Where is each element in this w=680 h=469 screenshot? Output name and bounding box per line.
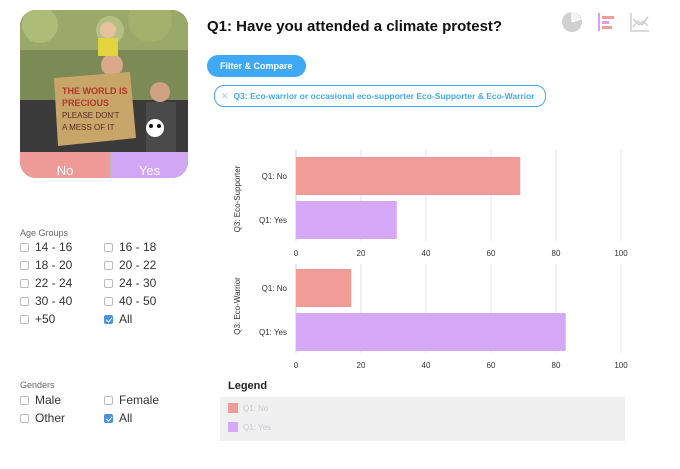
age-group-option-label: 22 - 24: [35, 276, 73, 290]
bar-chart-icon[interactable]: [596, 11, 618, 33]
svg-text:PLEASE DON'T: PLEASE DON'T: [62, 111, 120, 120]
x-tick-label: 20: [357, 361, 366, 370]
y-axis-label: Q3: Eco-Warrior: [233, 277, 242, 335]
genders-heading: Genders: [20, 380, 55, 390]
age-group-option-label: 30 - 40: [35, 294, 73, 308]
legend-label-no: Q1: No: [243, 403, 269, 413]
checkbox[interactable]: [20, 395, 29, 405]
category-label: Q1: No: [262, 284, 288, 293]
age-group-option[interactable]: All: [104, 312, 132, 326]
age-group-option[interactable]: 22 - 24: [20, 276, 72, 290]
checkbox[interactable]: [104, 260, 113, 270]
checkbox[interactable]: [104, 413, 113, 423]
bar: [296, 157, 521, 195]
question-photo-card: THE WORLD IS PRECIOUS PLEASE DON'T A MES…: [20, 10, 188, 178]
category-label: Q1: Yes: [259, 328, 287, 337]
answer-no-button[interactable]: No: [20, 152, 110, 178]
age-group-option[interactable]: +50: [20, 312, 55, 326]
checkbox[interactable]: [20, 260, 29, 270]
bar: [296, 313, 566, 351]
x-tick-label: 60: [487, 361, 496, 370]
gender-option[interactable]: Male: [20, 393, 61, 407]
age-group-option-label: 40 - 50: [119, 294, 157, 308]
category-label: Q1: Yes: [259, 216, 287, 225]
checkbox[interactable]: [20, 413, 29, 423]
age-group-option-label: All: [119, 312, 133, 326]
checkbox[interactable]: [104, 314, 113, 324]
pie-chart-icon[interactable]: [561, 11, 583, 33]
age-group-option-label: 14 - 16: [35, 240, 73, 254]
legend-item-no[interactable]: Q1: No: [228, 403, 268, 413]
bar: [296, 269, 352, 307]
age-group-option-label: 18 - 20: [35, 258, 73, 272]
age-group-option[interactable]: 16 - 18: [104, 240, 156, 254]
filter-chip-label: Q3: Eco-warrior or occasional eco-suppor…: [233, 91, 535, 101]
svg-text:PRECIOUS: PRECIOUS: [62, 98, 109, 108]
age-group-option[interactable]: 20 - 22: [104, 258, 156, 272]
svg-text:THE WORLD IS: THE WORLD IS: [62, 86, 128, 96]
question-title: Q1: Have you attended a climate protest?: [207, 18, 503, 35]
x-tick-label: 0: [294, 361, 299, 370]
x-tick-label: 60: [487, 249, 496, 258]
svg-text:A MESS OF IT: A MESS OF IT: [62, 123, 115, 132]
checkbox[interactable]: [20, 242, 29, 252]
checkbox[interactable]: [104, 242, 113, 252]
checkbox[interactable]: [104, 278, 113, 288]
checkbox[interactable]: [20, 296, 29, 306]
gender-option-label: Female: [119, 393, 160, 407]
legend-title: Legend: [228, 380, 268, 392]
x-tick-label: 40: [422, 361, 431, 370]
legend: Q1: No Q1: Yes: [220, 397, 625, 441]
age-group-option-label: 20 - 22: [119, 258, 157, 272]
x-tick-label: 80: [552, 361, 561, 370]
checkbox[interactable]: [104, 296, 113, 306]
y-axis-label: Q3: Eco-Supporter: [233, 165, 242, 232]
age-group-option[interactable]: 40 - 50: [104, 294, 156, 308]
age-group-option[interactable]: 14 - 16: [20, 240, 72, 254]
checkbox[interactable]: [20, 314, 29, 324]
close-icon[interactable]: ✕: [221, 90, 229, 101]
gender-option[interactable]: Other: [20, 411, 65, 425]
filter-chip[interactable]: ✕ Q3: Eco-warrior or occasional eco-supp…: [214, 85, 546, 107]
age-group-option[interactable]: 24 - 30: [104, 276, 156, 290]
x-tick-label: 20: [357, 249, 366, 258]
bar: [296, 201, 397, 239]
legend-label-yes: Q1: Yes: [243, 422, 272, 432]
legend-item-yes[interactable]: Q1: Yes: [228, 422, 271, 432]
checkbox[interactable]: [104, 395, 113, 405]
answer-yes-button[interactable]: Yes: [111, 152, 188, 178]
age-group-option[interactable]: 18 - 20: [20, 258, 72, 272]
protest-photo: THE WORLD IS PRECIOUS PLEASE DON'T A MES…: [20, 10, 188, 152]
category-label: Q1: No: [262, 172, 288, 181]
filter-compare-button[interactable]: Filter & Compare: [207, 55, 306, 77]
gender-option-label: All: [119, 411, 133, 425]
trend-icon[interactable]: [629, 11, 651, 33]
x-tick-label: 100: [614, 249, 628, 258]
answer-divider: [110, 152, 111, 178]
gender-option[interactable]: Female: [104, 393, 159, 407]
age-group-option-label: 16 - 18: [119, 240, 157, 254]
age-groups-heading: Age Groups: [20, 228, 69, 238]
checkbox[interactable]: [20, 278, 29, 288]
legend-swatch-yes: [228, 422, 238, 432]
age-group-option-label: 24 - 30: [119, 276, 157, 290]
x-tick-label: 40: [422, 249, 431, 258]
x-tick-label: 0: [294, 249, 299, 258]
gender-option-label: Other: [35, 411, 66, 425]
age-group-option-label: +50: [35, 312, 56, 326]
x-tick-label: 100: [614, 361, 628, 370]
gender-option[interactable]: All: [104, 411, 132, 425]
x-tick-label: 80: [552, 249, 561, 258]
age-group-option[interactable]: 30 - 40: [20, 294, 72, 308]
gender-option-label: Male: [35, 393, 62, 407]
legend-swatch-no: [228, 403, 238, 413]
